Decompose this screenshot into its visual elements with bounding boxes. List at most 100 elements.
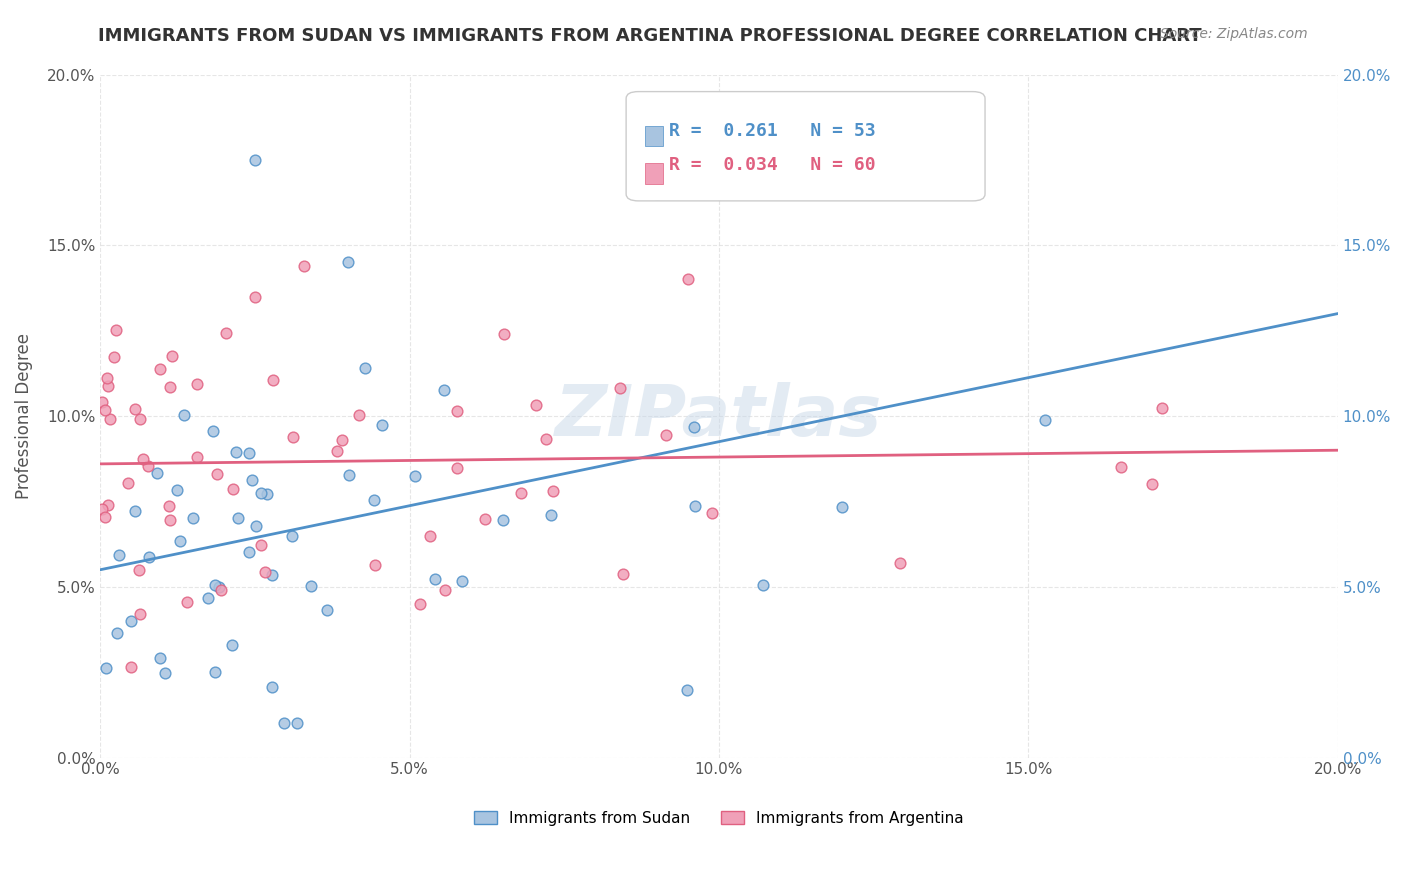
Immigrants from Sudan <box>256 487 278 501</box>
Immigrants from Sudan <box>831 500 853 514</box>
Immigrants from Argentina <box>132 452 155 467</box>
Immigrants from Argentina <box>97 379 120 393</box>
Immigrants from Argentina <box>103 350 125 364</box>
Immigrants from Sudan <box>675 683 697 698</box>
Immigrants from Sudan <box>138 550 160 565</box>
Text: IMMIGRANTS FROM SUDAN VS IMMIGRANTS FROM ARGENTINA PROFESSIONAL DEGREE CORRELATI: IMMIGRANTS FROM SUDAN VS IMMIGRANTS FROM… <box>98 27 1202 45</box>
Immigrants from Sudan <box>169 534 191 549</box>
Immigrants from Argentina <box>1150 401 1173 415</box>
Immigrants from Sudan <box>645 187 668 202</box>
Immigrants from Argentina <box>176 595 198 609</box>
Immigrants from Sudan <box>540 508 562 523</box>
Immigrants from Sudan <box>682 420 704 434</box>
Immigrants from Sudan <box>204 578 226 592</box>
Immigrants from Argentina <box>262 374 284 388</box>
Immigrants from Argentina <box>655 427 678 442</box>
Immigrants from Argentina <box>129 412 152 426</box>
Immigrants from Sudan <box>280 529 302 543</box>
Text: R =  0.034   N = 60: R = 0.034 N = 60 <box>669 156 876 175</box>
Immigrants from Argentina <box>1109 460 1132 475</box>
FancyBboxPatch shape <box>645 163 664 184</box>
Immigrants from Sudan <box>273 716 295 731</box>
Immigrants from Argentina <box>292 259 315 273</box>
Immigrants from Argentina <box>222 482 245 496</box>
Immigrants from Sudan <box>243 153 266 167</box>
Immigrants from Sudan <box>208 580 231 594</box>
Immigrants from Argentina <box>446 461 468 475</box>
Immigrants from Argentina <box>136 459 159 474</box>
Immigrants from Argentina <box>128 563 150 577</box>
Legend: Immigrants from Sudan, Immigrants from Argentina: Immigrants from Sudan, Immigrants from A… <box>468 805 970 832</box>
Immigrants from Argentina <box>347 408 370 422</box>
Immigrants from Sudan <box>337 467 360 482</box>
Immigrants from Sudan <box>153 666 176 681</box>
Immigrants from Argentina <box>243 289 266 303</box>
Immigrants from Argentina <box>124 402 146 417</box>
Immigrants from Sudan <box>166 483 188 497</box>
Immigrants from Sudan <box>120 614 142 628</box>
Immigrants from Sudan <box>204 665 226 679</box>
Immigrants from Argentina <box>186 450 208 464</box>
Immigrants from Sudan <box>96 660 118 674</box>
Immigrants from Argentina <box>120 659 142 673</box>
Immigrants from Sudan <box>751 578 773 592</box>
Immigrants from Sudan <box>285 716 308 731</box>
Immigrants from Sudan <box>451 574 474 588</box>
Immigrants from Argentina <box>160 349 183 363</box>
Immigrants from Sudan <box>124 504 146 518</box>
Immigrants from Argentina <box>330 433 353 447</box>
Immigrants from Argentina <box>536 432 558 446</box>
Immigrants from Argentina <box>283 430 305 444</box>
Immigrants from Sudan <box>221 638 243 652</box>
Immigrants from Sudan <box>197 591 219 605</box>
Immigrants from Sudan <box>146 466 169 480</box>
Immigrants from Argentina <box>612 566 634 581</box>
Immigrants from Sudan <box>148 650 170 665</box>
FancyBboxPatch shape <box>645 126 664 146</box>
Immigrants from Argentina <box>446 404 468 418</box>
Immigrants from Argentina <box>157 499 180 513</box>
Immigrants from Sudan <box>683 500 706 514</box>
Immigrants from Sudan <box>363 493 385 508</box>
Immigrants from Argentina <box>250 538 273 552</box>
Immigrants from Argentina <box>326 444 349 458</box>
Immigrants from Argentina <box>889 556 911 570</box>
Immigrants from Sudan <box>245 518 267 533</box>
Immigrants from Argentina <box>98 412 121 426</box>
Immigrants from Sudan <box>173 408 195 422</box>
Immigrants from Sudan <box>105 625 128 640</box>
Text: Source: ZipAtlas.com: Source: ZipAtlas.com <box>1160 27 1308 41</box>
Immigrants from Argentina <box>364 558 387 573</box>
Immigrants from Sudan <box>433 383 456 397</box>
Immigrants from Argentina <box>209 582 232 597</box>
Immigrants from Argentina <box>609 380 631 394</box>
Immigrants from Sudan <box>492 513 515 527</box>
Immigrants from Argentina <box>494 327 516 342</box>
Immigrants from Sudan <box>238 446 260 460</box>
Immigrants from Sudan <box>249 486 271 500</box>
Immigrants from Sudan <box>262 567 284 582</box>
Immigrants from Argentina <box>159 380 181 394</box>
Immigrants from Argentina <box>700 506 723 520</box>
Immigrants from Argentina <box>159 513 181 527</box>
Immigrants from Sudan <box>201 424 224 438</box>
Immigrants from Sudan <box>1033 413 1056 427</box>
Immigrants from Argentina <box>105 323 128 337</box>
Immigrants from Argentina <box>419 529 441 543</box>
Immigrants from Argentina <box>96 370 118 384</box>
Immigrants from Argentina <box>94 510 117 524</box>
Immigrants from Argentina <box>149 362 172 376</box>
Immigrants from Argentina <box>186 377 208 392</box>
Y-axis label: Professional Degree: Professional Degree <box>15 333 32 499</box>
Immigrants from Argentina <box>1140 477 1163 491</box>
Immigrants from Argentina <box>94 402 117 417</box>
Immigrants from Argentina <box>510 486 533 500</box>
FancyBboxPatch shape <box>626 92 986 201</box>
Immigrants from Argentina <box>207 467 229 481</box>
Immigrants from Argentina <box>676 272 699 286</box>
Immigrants from Argentina <box>215 326 238 340</box>
Immigrants from Sudan <box>316 603 339 617</box>
Immigrants from Sudan <box>336 255 359 269</box>
Immigrants from Argentina <box>90 502 112 516</box>
Immigrants from Sudan <box>423 572 446 586</box>
